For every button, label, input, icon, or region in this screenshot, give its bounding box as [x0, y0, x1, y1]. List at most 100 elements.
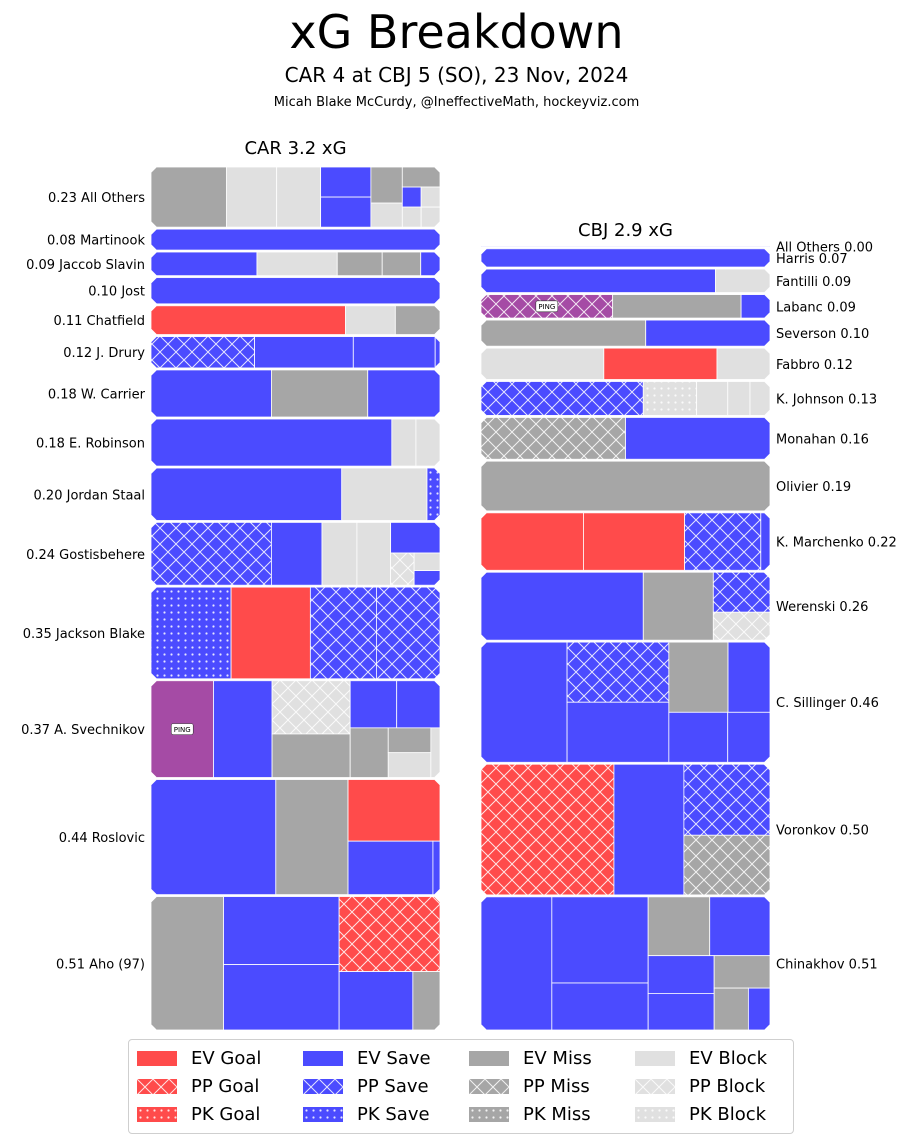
- team-title-0: CAR 3.2 xG: [244, 138, 346, 159]
- shot-save-ev: [420, 252, 440, 276]
- player-label: 0.08 Martinook: [47, 234, 145, 249]
- shot-save-ev: [481, 572, 644, 641]
- player-block-olivier-0-19: [481, 461, 770, 511]
- shot-block-ev: [276, 167, 322, 228]
- legend-swatch: [635, 1050, 675, 1066]
- shot-save-ev: [647, 955, 715, 994]
- shot-miss-ev: [713, 987, 749, 1030]
- legend-item-ev-miss: EV Miss: [469, 1045, 592, 1071]
- player-label: K. Marchenko 0.22: [776, 536, 897, 551]
- shot-miss-ev: [151, 896, 224, 1030]
- shot-block-ev: [716, 348, 770, 380]
- shot-miss-ev: [387, 727, 432, 754]
- team-title-1: CBJ 2.9 xG: [578, 220, 673, 241]
- shot-save-pp: [151, 522, 272, 586]
- player-label: 0.24 Gostisbehere: [26, 548, 145, 563]
- legend-label: EV Miss: [523, 1047, 592, 1069]
- legend-swatch: [303, 1078, 343, 1094]
- legend-item-pp-goal: PP Goal: [137, 1073, 259, 1099]
- player-block-0-35-jackson-blake: [151, 587, 440, 679]
- player-block-0-09-jaccob-slavin: [151, 252, 440, 276]
- shot-save-ev: [367, 369, 440, 418]
- shot-block-ev: [727, 381, 751, 416]
- shot-save-ev: [645, 320, 770, 347]
- shot-save-ev: [349, 680, 398, 729]
- shot-save-ev: [413, 570, 440, 586]
- shot-save-ev: [760, 512, 770, 571]
- shot-save-pk: [151, 587, 232, 679]
- player-label: 0.11 Chatfield: [53, 314, 145, 329]
- player-label: 0.37 A. Svechnikov: [21, 723, 145, 738]
- shot-save-ev: [151, 419, 393, 467]
- shot-save-ev: [551, 982, 649, 1030]
- player-block-0-37-a-svechnikov: PING: [151, 680, 440, 778]
- legend-swatch: [137, 1106, 177, 1122]
- shot-save-ev: [434, 336, 440, 368]
- player-label: 0.12 J. Drury: [63, 346, 145, 361]
- legend-swatch: [303, 1106, 343, 1122]
- shot-save-ev: [151, 229, 440, 251]
- player-block-c-sillinger-0-46: [481, 642, 770, 763]
- legend-item-pk-goal: PK Goal: [137, 1101, 260, 1127]
- shot-save-pk: [426, 468, 440, 521]
- player-block-all-others-0-00: [481, 246, 770, 247]
- player-label: 0.18 E. Robinson: [36, 437, 145, 452]
- shot-miss-ev: [271, 369, 369, 418]
- shot-block-ev: [370, 202, 403, 228]
- legend-label: EV Block: [689, 1047, 768, 1069]
- player-block-severson-0-10: [481, 320, 770, 347]
- chart-title: xG Breakdown: [289, 5, 624, 59]
- shot-save-pp: [151, 336, 255, 368]
- shot-block-ev: [341, 468, 428, 521]
- shot-block-ev: [749, 381, 770, 416]
- shot-save-ev: [320, 167, 372, 198]
- player-block-k-marchenko-0-22: [481, 512, 770, 571]
- shot-block-pp: [271, 680, 351, 735]
- legend-label: PK Goal: [191, 1103, 261, 1125]
- legend-label: PK Save: [357, 1103, 430, 1125]
- shot-save-ev: [432, 840, 440, 895]
- legend-item-ev-block: EV Block: [635, 1045, 767, 1071]
- shot-save-ev: [551, 896, 649, 984]
- ping-badge: [170, 723, 194, 735]
- legend-label: PK Miss: [523, 1103, 591, 1125]
- shot-block-ev: [387, 752, 432, 778]
- legend-swatch: [469, 1106, 509, 1122]
- shot-block-ev: [415, 419, 440, 467]
- shot-save-pp: [309, 587, 377, 679]
- shot-miss-ev: [275, 779, 349, 895]
- player-label: All Others 0.00: [776, 240, 873, 255]
- player-label: 0.09 Jaccob Slavin: [26, 258, 145, 273]
- shot-block-pp: [712, 611, 770, 641]
- player-block-harris-0-07: [481, 248, 770, 268]
- shot-goal-ev: [151, 305, 346, 335]
- legend-item-pp-save: PP Save: [303, 1073, 429, 1099]
- shot-save-ev: [347, 840, 434, 895]
- shot-miss-ev: [394, 305, 440, 335]
- shot-save-ev: [625, 417, 770, 460]
- shot-save-ev: [668, 711, 729, 763]
- legend-item-pk-save: PK Save: [303, 1101, 430, 1127]
- shot-block-ev: [413, 552, 440, 571]
- shot-save-ev: [320, 196, 372, 228]
- player-label: 0.23 All Others: [48, 191, 145, 206]
- shot-miss-ev: [370, 167, 403, 204]
- shot-save-ev: [151, 369, 272, 418]
- player-block-0-10-jost: [151, 277, 440, 304]
- legend-swatch: [635, 1078, 675, 1094]
- shot-miss-ev: [481, 320, 647, 347]
- shot-miss-ev: [481, 461, 770, 511]
- legend-swatch: [469, 1078, 509, 1094]
- shot-save-pp: [712, 572, 770, 613]
- shot-goal-ev: [347, 779, 440, 842]
- player-label: Voronkov 0.50: [776, 824, 869, 839]
- shot-save-pp: [683, 764, 770, 836]
- shot-block-ev: [401, 206, 422, 228]
- ping-label: PING: [538, 303, 555, 311]
- player-block-0-51-aho-97: [151, 896, 440, 1030]
- player-label: Fantilli 0.09: [776, 275, 851, 290]
- shot-miss-pp: [481, 417, 626, 460]
- shot-save-ev: [481, 642, 568, 763]
